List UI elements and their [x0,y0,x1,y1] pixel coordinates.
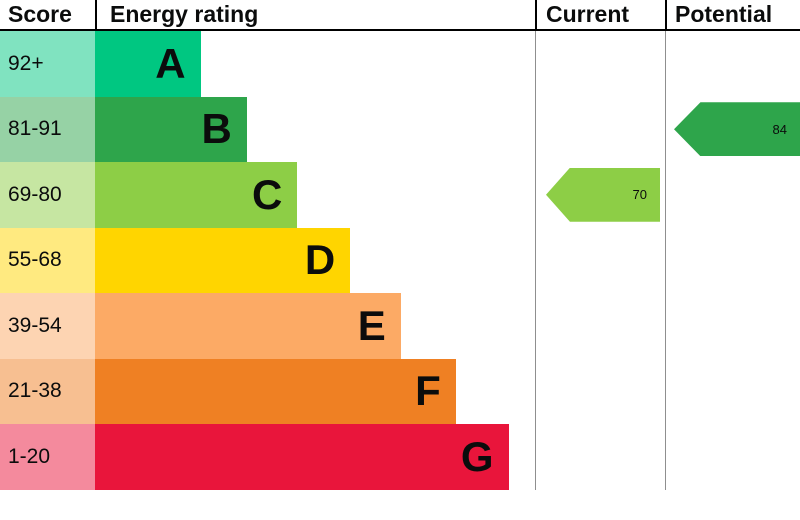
band-letter: D [304,236,336,284]
rating-bar: C [95,162,298,228]
rating-bar: D [95,227,351,293]
potential-cell: 84 [665,96,800,162]
band-row-f: 21-38 F [0,358,800,424]
potential-cell [665,162,800,228]
potential-cell [665,358,800,424]
band-row-a: 92+ A [0,31,800,97]
potential-cell [665,293,800,359]
rating-bar: G [95,424,509,490]
score-cell: 1-20 [0,424,95,490]
current-rating-arrow: 70 [546,167,660,222]
band-letter: C [252,170,283,218]
current-column-header: Current [535,0,665,29]
rating-bar-cell: B [95,96,535,162]
rating-bar-cell: C [95,162,535,228]
potential-column-header: Potential [665,0,800,29]
rating-bar-cell: E [95,293,535,359]
score-cell: 92+ [0,31,95,97]
current-cell [535,293,665,359]
band-row-d: 55-68 D [0,227,800,293]
band-letter: F [415,367,441,415]
score-cell: 81-91 [0,96,95,162]
potential-rating-arrow: 84 [674,102,800,157]
band-letter: A [155,39,186,87]
band-letter: G [460,432,494,480]
score-column-header: Score [8,1,72,27]
current-cell [535,358,665,424]
rating-bar: E [95,293,401,359]
rating-bar: F [95,358,456,424]
rating-bar-cell: A [95,31,535,97]
score-cell: 69-80 [0,162,95,228]
potential-cell [665,227,800,293]
band-letter: E [357,301,386,349]
current-rating-value: 70 [632,187,647,203]
energy-rating-column-header: Energy rating [95,0,535,29]
potential-rating-value: 84 [772,121,787,137]
current-cell [535,424,665,490]
score-cell: 39-54 [0,293,95,359]
rating-bar: B [95,96,247,162]
current-cell [535,227,665,293]
potential-cell [665,424,800,490]
chart-header-row: Score Energy rating Current Potential [0,0,800,31]
rating-bar: A [95,31,201,97]
current-cell [535,96,665,162]
band-row-b: 81-91 B 84 [0,96,800,162]
score-cell: 21-38 [0,358,95,424]
rating-bar-cell: G [95,424,535,490]
score-cell: 55-68 [0,227,95,293]
band-letter: B [201,105,232,153]
rating-bar-cell: D [95,227,535,293]
potential-cell [665,31,800,97]
current-cell [535,31,665,97]
rating-bar-cell: F [95,358,535,424]
band-rows: 92+ A 81-91 B 84 69 [0,31,800,490]
band-row-g: 1-20 G [0,424,800,490]
band-row-e: 39-54 E [0,293,800,359]
current-cell: 70 [535,162,665,228]
band-row-c: 69-80 C 70 [0,162,800,228]
